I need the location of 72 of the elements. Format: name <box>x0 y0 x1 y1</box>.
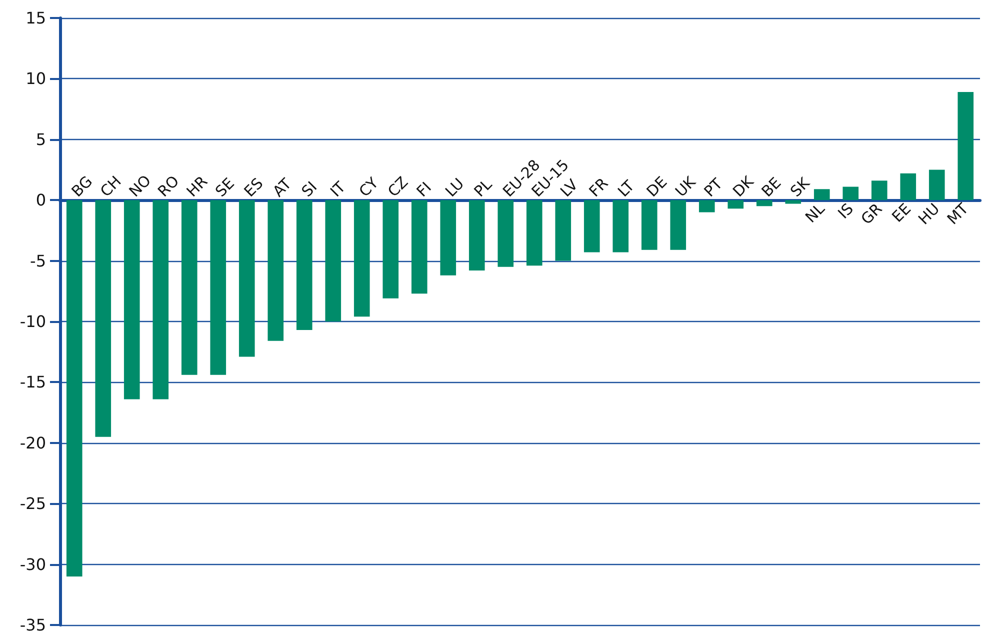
bar <box>555 200 572 261</box>
bar <box>928 170 945 200</box>
x-tick-label: IT <box>326 178 350 200</box>
x-tick-label: SK <box>786 173 814 200</box>
bar <box>268 200 284 341</box>
y-tick-label: -25 <box>20 494 46 514</box>
y-tick-label: 10 <box>26 69 46 88</box>
bar <box>670 200 686 250</box>
y-tick-label: 15 <box>26 8 46 28</box>
x-tick-label: LU <box>442 174 468 200</box>
bar <box>181 200 198 375</box>
x-tick-label: HU <box>914 200 944 228</box>
x-tick-label: ES <box>240 174 267 200</box>
x-tick-label: NL <box>802 199 829 226</box>
bar <box>698 200 715 212</box>
bar <box>152 200 169 400</box>
bar <box>785 200 802 204</box>
x-tick-label: NO <box>126 171 155 200</box>
x-tick-label: GR <box>857 200 886 228</box>
x-tick-label: FR <box>586 174 612 200</box>
bar <box>498 200 514 267</box>
bar <box>526 200 542 266</box>
x-tick-label: LT <box>614 176 639 200</box>
bar <box>468 200 485 271</box>
x-tick-label: SI <box>298 178 321 200</box>
x-tick-label: DK <box>729 172 758 200</box>
bar <box>900 173 916 200</box>
bar <box>411 200 428 294</box>
bar <box>95 200 112 437</box>
bar <box>382 200 399 298</box>
bar <box>354 200 370 317</box>
bar <box>842 186 859 200</box>
bar <box>238 200 255 357</box>
y-tick-label: 0 <box>36 190 46 210</box>
x-tick-label: UK <box>672 172 700 200</box>
x-tick-label: FI <box>413 178 435 200</box>
x-tick-label: PT <box>700 174 727 200</box>
bar <box>124 200 140 400</box>
bar <box>641 200 658 250</box>
x-tick-label: CY <box>356 173 383 200</box>
x-tick-label: PL <box>470 174 496 200</box>
x-tick-label: RO <box>154 172 183 200</box>
bar <box>296 200 312 330</box>
y-tick-label: -5 <box>30 251 46 270</box>
bar <box>728 200 744 209</box>
y-tick-label: -15 <box>20 372 46 392</box>
x-tick-label: BG <box>68 172 96 200</box>
x-tick-label: DE <box>643 172 671 200</box>
x-tick-label: BE <box>758 174 785 200</box>
bar <box>814 189 830 200</box>
x-tick-label: AT <box>269 174 296 200</box>
bar <box>958 92 974 200</box>
bar <box>584 200 600 252</box>
bar <box>871 180 888 200</box>
x-tick-label: HR <box>183 172 212 200</box>
y-tick-label: -10 <box>20 312 46 331</box>
bar <box>756 200 772 206</box>
bar <box>210 200 226 375</box>
bar <box>325 200 342 322</box>
bar <box>66 200 82 576</box>
x-tick-label: IS <box>834 200 857 222</box>
y-tick-label: 5 <box>36 130 46 149</box>
x-tick-label: CZ <box>384 173 412 200</box>
x-tick-label: MT <box>944 199 973 228</box>
x-tick-label: EE <box>888 200 914 226</box>
bar <box>440 200 456 276</box>
y-tick-label: -20 <box>20 433 46 452</box>
x-tick-label: SE <box>212 174 238 200</box>
y-tick-label: -35 <box>20 616 46 633</box>
y-tick-label: -30 <box>20 554 46 574</box>
x-tick-label: CH <box>96 172 125 200</box>
bar <box>612 200 629 252</box>
